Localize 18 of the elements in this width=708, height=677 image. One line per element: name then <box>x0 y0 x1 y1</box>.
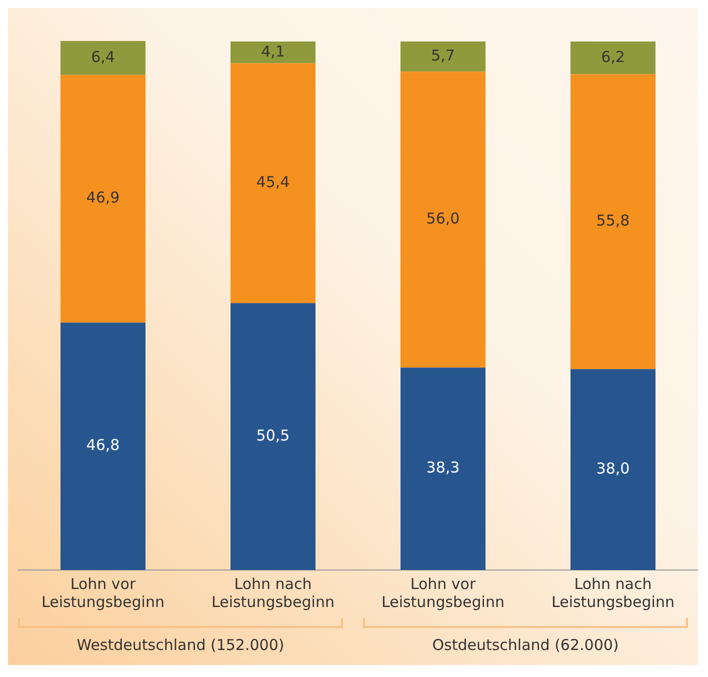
data-label: 50,5 <box>256 426 290 444</box>
text: Ostdeutschland (62.000) <box>431 635 620 654</box>
data-label: 6,4 <box>91 48 115 66</box>
text: Westdeutschland (152.000) <box>76 635 286 654</box>
x-tick-label: Lohn vor Leistungsbeginn <box>42 574 164 611</box>
data-label: 45,4 <box>256 173 290 192</box>
data-label: 38,0 <box>596 459 630 478</box>
data-label: 6,2 <box>601 48 625 66</box>
data-label: 46,8 <box>86 436 120 454</box>
x-tick-label: Lohn nach Leistungsbeginn <box>552 574 674 611</box>
data-label: 4,1 <box>261 42 285 60</box>
data-label: 5,7 <box>431 46 455 64</box>
data-label: 55,8 <box>596 212 630 230</box>
x-tick-label: Lohn vor Leistungsbeginn <box>382 574 504 611</box>
x-tick-label: Lohn nach Leistungsbeginn <box>212 574 334 611</box>
data-label: 56,0 <box>426 210 460 228</box>
data-label: 38,3 <box>426 458 460 477</box>
data-label: 46,9 <box>86 188 120 207</box>
